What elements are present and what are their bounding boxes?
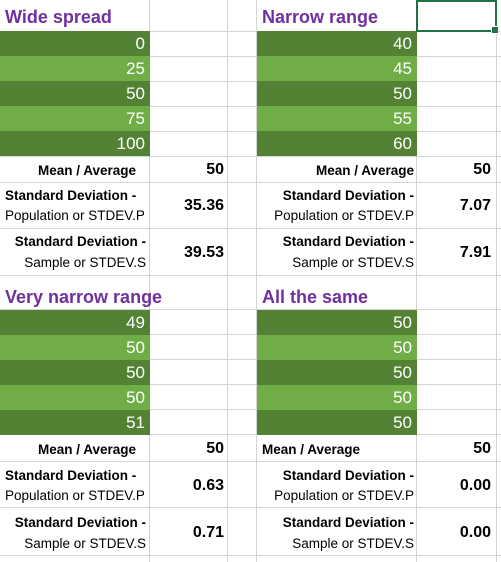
- value-cell[interactable]: 75: [0, 106, 150, 131]
- column-gridline: [227, 0, 228, 562]
- value-cell[interactable]: 50: [257, 360, 417, 385]
- value-cell[interactable]: 0: [0, 31, 150, 56]
- value-cell[interactable]: 100: [0, 131, 150, 156]
- stdev-population-label-line1: Standard Deviation -: [282, 468, 414, 483]
- row-gridline: [0, 81, 501, 82]
- column-gridline: [256, 0, 257, 562]
- stdev-population-value[interactable]: 0.00: [459, 477, 491, 494]
- mean-value[interactable]: 50: [206, 440, 224, 457]
- row-gridline: [0, 131, 501, 132]
- value-cell[interactable]: 45: [257, 56, 417, 81]
- active-cell-selection[interactable]: [416, 0, 499, 34]
- column-gridline: [149, 0, 150, 562]
- value-cell[interactable]: 50: [257, 385, 417, 410]
- row-gridline: [0, 309, 501, 310]
- stdev-sample-label-line1: Standard Deviation -: [14, 515, 146, 530]
- section-title-all-the-same: All the same: [262, 287, 369, 307]
- stdev-population-value[interactable]: 0.63: [192, 477, 224, 494]
- mean-value[interactable]: 50: [206, 161, 224, 178]
- row-gridline: [0, 507, 501, 508]
- stdev-sample-value[interactable]: 0.00: [459, 524, 491, 541]
- row-gridline: [0, 156, 501, 157]
- stdev-population-label-line1: Standard Deviation -: [5, 188, 137, 203]
- mean-label: Mean / Average: [38, 442, 137, 457]
- value-cell[interactable]: 25: [0, 56, 150, 81]
- value-cell[interactable]: 55: [257, 106, 417, 131]
- row-gridline: [0, 409, 501, 410]
- stdev-sample-label-line2: Sample or STDEV.S: [292, 536, 414, 551]
- section-title-narrow-range: Narrow range: [262, 7, 379, 27]
- stdev-sample-label-line2: Sample or STDEV.S: [292, 255, 414, 270]
- value-cell[interactable]: 50: [0, 81, 150, 106]
- row-gridline: [0, 334, 501, 335]
- stdev-population-label-line2: Population or STDEV.P: [274, 488, 414, 503]
- value-cell[interactable]: 40: [257, 31, 417, 56]
- stdev-sample-value[interactable]: 0.71: [192, 524, 224, 541]
- value-cell[interactable]: 60: [257, 131, 417, 156]
- stdev-sample-label-line2: Sample or STDEV.S: [24, 255, 146, 270]
- row-gridline: [0, 31, 501, 32]
- mean-value[interactable]: 50: [473, 440, 491, 457]
- value-cell[interactable]: 51: [0, 410, 150, 435]
- row-gridline: [0, 434, 501, 435]
- value-cell[interactable]: 50: [0, 335, 150, 360]
- row-gridline: [0, 228, 501, 229]
- stdev-population-label-line2: Population or STDEV.P: [5, 208, 145, 223]
- row-gridline: [0, 56, 501, 57]
- row-gridline: [0, 461, 501, 462]
- column-gridline: [496, 0, 497, 562]
- value-cell[interactable]: 50: [0, 360, 150, 385]
- section-title-very-narrow-range: Very narrow range: [5, 287, 163, 307]
- row-gridline: [0, 182, 501, 183]
- stdev-population-value[interactable]: 35.36: [183, 197, 224, 214]
- stdev-sample-label-line1: Standard Deviation -: [282, 515, 414, 530]
- value-cell[interactable]: 50: [0, 385, 150, 410]
- stdev-sample-value[interactable]: 39.53: [183, 244, 224, 261]
- row-gridline: [0, 359, 501, 360]
- mean-value[interactable]: 50: [473, 161, 491, 178]
- stdev-sample-value[interactable]: 7.91: [459, 244, 491, 261]
- row-gridline: [0, 384, 501, 385]
- stdev-sample-label-line1: Standard Deviation -: [282, 234, 414, 249]
- stdev-population-label-line1: Standard Deviation -: [5, 468, 137, 483]
- value-cell[interactable]: 50: [257, 335, 417, 360]
- value-cell[interactable]: 50: [257, 81, 417, 106]
- value-cell[interactable]: 50: [257, 310, 417, 335]
- column-gridline: [416, 0, 417, 562]
- stdev-sample-label-line2: Sample or STDEV.S: [24, 536, 146, 551]
- row-gridline: [0, 275, 501, 276]
- mean-label: Mean / Average: [38, 163, 137, 178]
- stdev-population-label-line2: Population or STDEV.P: [274, 208, 414, 223]
- stdev-sample-label-line1: Standard Deviation -: [14, 234, 146, 249]
- stdev-population-value[interactable]: 7.07: [459, 197, 491, 214]
- value-cell[interactable]: 50: [257, 410, 417, 435]
- stdev-population-label-line2: Population or STDEV.P: [5, 488, 145, 503]
- mean-label: Mean / Average: [262, 442, 361, 457]
- section-title-wide-spread: Wide spread: [5, 7, 112, 27]
- row-gridline: [0, 106, 501, 107]
- value-cell[interactable]: 49: [0, 310, 150, 335]
- stdev-population-label-line1: Standard Deviation -: [282, 188, 414, 203]
- mean-label: Mean / Average: [315, 163, 414, 178]
- row-gridline: [0, 555, 501, 556]
- fill-handle[interactable]: [491, 26, 499, 34]
